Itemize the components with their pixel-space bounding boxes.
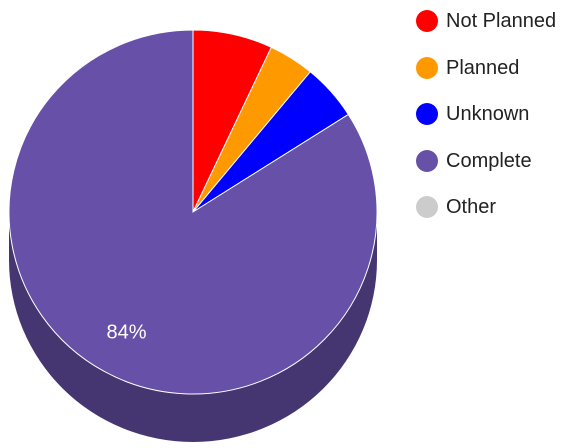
legend-label: Unknown: [446, 103, 530, 125]
legend-swatch: [416, 149, 438, 172]
legend-label: Other: [446, 196, 497, 218]
legend-swatch: [416, 103, 438, 125]
pie-data-label: 84%: [107, 322, 147, 344]
pie-slice-complete: [8, 29, 378, 395]
legend-swatch: [416, 10, 438, 32]
legend-swatch: [416, 196, 438, 218]
legend-swatch: [416, 56, 438, 79]
legend-label: Planned: [446, 56, 520, 79]
pie-side-complete: [9, 212, 377, 442]
legend-label: Complete: [446, 149, 532, 172]
legend-label: Not Planned: [446, 10, 557, 32]
pie-group: 84%: [8, 29, 378, 442]
